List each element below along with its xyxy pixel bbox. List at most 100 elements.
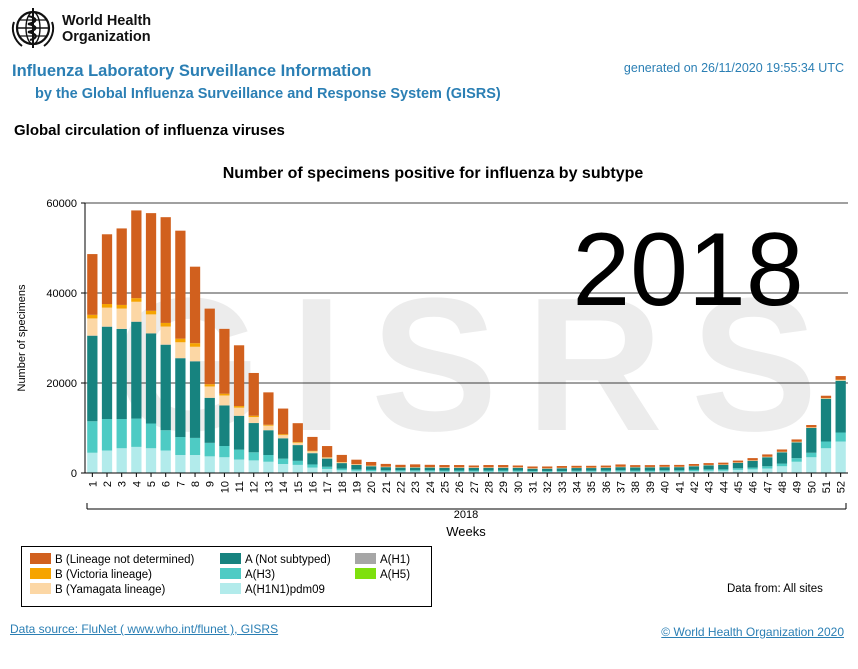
- x-tick-label: 28: [484, 481, 496, 493]
- bar-segment: [498, 471, 509, 473]
- bar-segment: [248, 452, 259, 461]
- bar-segment: [380, 470, 391, 472]
- bar-segment: [263, 425, 274, 431]
- bar-segment: [365, 461, 377, 466]
- bar-segment: [365, 471, 377, 473]
- legend-swatch: [355, 553, 376, 564]
- bar-segment: [145, 448, 157, 473]
- x-tick-label: 39: [645, 481, 657, 493]
- bar-segment: [307, 464, 318, 468]
- bar-segment: [189, 266, 201, 344]
- bar-segment: [160, 326, 171, 345]
- bar-segment: [512, 467, 523, 471]
- bar-segment: [365, 466, 377, 470]
- bar-segment: [806, 452, 817, 458]
- bar-segment: [87, 254, 98, 315]
- x-tick-label: 44: [718, 481, 730, 493]
- bar-segment: [410, 470, 421, 472]
- bar-segment: [424, 464, 435, 468]
- bar-segment: [395, 470, 406, 472]
- bar-segment: [380, 471, 391, 473]
- bar-segment: [571, 470, 582, 472]
- bar-segment: [204, 397, 215, 443]
- bar-segment: [820, 395, 832, 398]
- legend-item: A(H5): [355, 568, 410, 582]
- bar-segment: [542, 468, 553, 471]
- bar-segment: [336, 470, 347, 473]
- bar-segment: [175, 437, 186, 455]
- bar-segment: [145, 213, 157, 311]
- bar-segment: [747, 460, 758, 468]
- bar-segment: [571, 468, 582, 471]
- bar-segment: [615, 471, 626, 473]
- bar-segment: [292, 464, 303, 473]
- bar-segment: [145, 333, 157, 424]
- bar-segment: [747, 469, 758, 473]
- x-tick-label: 16: [307, 481, 319, 493]
- bar-segment: [410, 467, 421, 471]
- y-tick-label: 20000: [46, 378, 77, 390]
- bar-segment: [292, 445, 303, 461]
- bar-segment: [292, 442, 303, 446]
- bar-segment: [703, 463, 714, 465]
- x-tick-label: 7: [175, 481, 187, 487]
- bar-segment: [321, 458, 333, 467]
- x-tick-label: 48: [777, 481, 789, 493]
- bar-segment: [483, 471, 494, 473]
- bar-segment: [160, 450, 171, 473]
- bar-segment: [644, 465, 656, 467]
- bar-segment: [630, 465, 641, 467]
- x-tick-label: 34: [572, 481, 584, 493]
- bar-segment: [659, 470, 670, 472]
- year-overlay-text: 2018: [572, 212, 803, 328]
- x-tick-label: 26: [454, 481, 466, 493]
- bar-segment: [101, 326, 113, 419]
- bar-segment: [395, 471, 406, 473]
- bar-segment: [674, 467, 685, 471]
- bar-segment: [87, 335, 98, 422]
- x-tick-label: 41: [674, 481, 686, 493]
- bar-segment: [703, 470, 714, 473]
- bar-segment: [87, 421, 98, 453]
- bar-segment: [395, 464, 406, 468]
- bar-segment: [674, 464, 685, 467]
- bar-segment: [233, 459, 245, 473]
- bar-segment: [160, 217, 171, 323]
- copyright-link[interactable]: © World Health Organization 2020: [661, 625, 844, 639]
- bar-segment: [762, 468, 773, 473]
- bar-segment: [87, 318, 98, 336]
- x-tick-label: 9: [205, 481, 217, 487]
- who-wordmark: World Health Organization: [62, 13, 151, 45]
- bar-segment: [439, 465, 450, 468]
- bar-segment: [732, 469, 744, 473]
- bar-segment: [233, 406, 245, 408]
- legend-item: B (Yamagata lineage): [30, 583, 165, 597]
- bar-segment: [248, 415, 259, 418]
- gisrs-watermark: GISRS: [114, 259, 845, 471]
- x-tick-label: 3: [117, 481, 129, 487]
- x-tick-label: 45: [733, 481, 745, 493]
- bar-segment: [747, 458, 758, 461]
- bar-segment: [189, 346, 201, 362]
- bar-segment: [292, 423, 303, 443]
- bar-segment: [586, 465, 597, 468]
- bar-segment: [145, 310, 157, 315]
- bar-segment: [204, 456, 215, 473]
- legend-label: A(H3): [245, 569, 276, 581]
- data-source-link[interactable]: Data source: FluNet ( www.who.int/flunet…: [10, 622, 279, 636]
- bar-segment: [233, 449, 245, 460]
- bar-segment: [600, 467, 612, 471]
- bar-segment: [644, 467, 656, 471]
- bar-segment: [131, 298, 142, 302]
- x-tick-label: 15: [293, 481, 305, 493]
- legend-label: A (Not subtyped): [245, 554, 331, 566]
- x-tick-label: 38: [630, 481, 642, 493]
- bar-segment: [791, 442, 802, 459]
- bar-segment: [101, 419, 113, 451]
- legend-swatch: [30, 568, 51, 579]
- x-tick-label: 49: [792, 481, 804, 493]
- bar-segment: [204, 384, 215, 387]
- bar-segment: [556, 466, 568, 468]
- section-title: Global circulation of influenza viruses: [14, 122, 285, 139]
- bar-segment: [468, 465, 479, 468]
